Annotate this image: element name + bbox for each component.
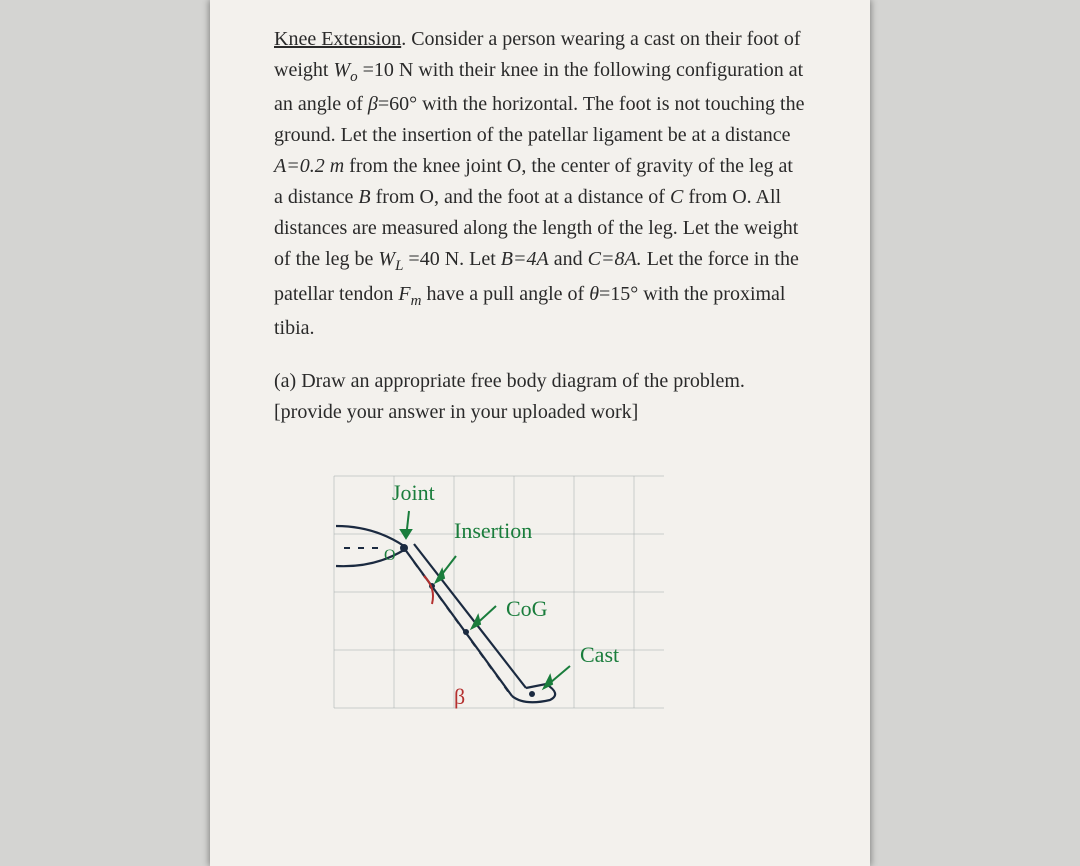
- label-beta: β: [454, 684, 465, 709]
- beta-arc: [424, 576, 433, 604]
- symbol-Fm: F: [398, 283, 410, 305]
- rel-B: B=4A: [501, 248, 549, 270]
- problem-part-a: (a) Draw an appropriate free body diagra…: [274, 366, 806, 428]
- symbol-WL: W: [378, 248, 395, 270]
- text: from O, and the foot at a distance of: [371, 186, 670, 208]
- symbol-Wo: W: [333, 59, 350, 81]
- joint-arrowhead: [401, 530, 411, 538]
- text: have a pull angle of: [421, 283, 589, 305]
- label-cast: Cast: [580, 642, 619, 667]
- rel-C: C=8A.: [588, 248, 642, 270]
- sub-Fm: m: [411, 293, 422, 309]
- problem-title: Knee Extension: [274, 28, 401, 50]
- text: and: [549, 248, 588, 270]
- sketch-svg: O Joint: [314, 456, 674, 716]
- symbol-B: B: [358, 186, 370, 208]
- text: =0.2 m: [286, 155, 344, 177]
- symbol-theta: θ: [589, 283, 599, 305]
- sub-Wo: o: [350, 69, 358, 85]
- symbol-A: A: [274, 155, 286, 177]
- symbol-beta: β: [368, 93, 378, 115]
- label-cog: CoG: [506, 596, 548, 621]
- document-page: Knee Extension. Consider a person wearin…: [210, 0, 870, 866]
- label-joint: Joint: [392, 480, 435, 505]
- symbol-C: C: [670, 186, 683, 208]
- hand-sketch: O Joint: [314, 456, 674, 716]
- label-origin: O: [384, 547, 396, 564]
- cog-point: [463, 629, 469, 635]
- sketch-grid: [334, 476, 664, 708]
- text: =60°: [378, 93, 417, 115]
- label-insertion: Insertion: [454, 518, 532, 543]
- cast-point: [529, 691, 535, 697]
- text: =40 N. Let: [403, 248, 500, 270]
- problem-paragraph-1: Knee Extension. Consider a person wearin…: [274, 24, 806, 344]
